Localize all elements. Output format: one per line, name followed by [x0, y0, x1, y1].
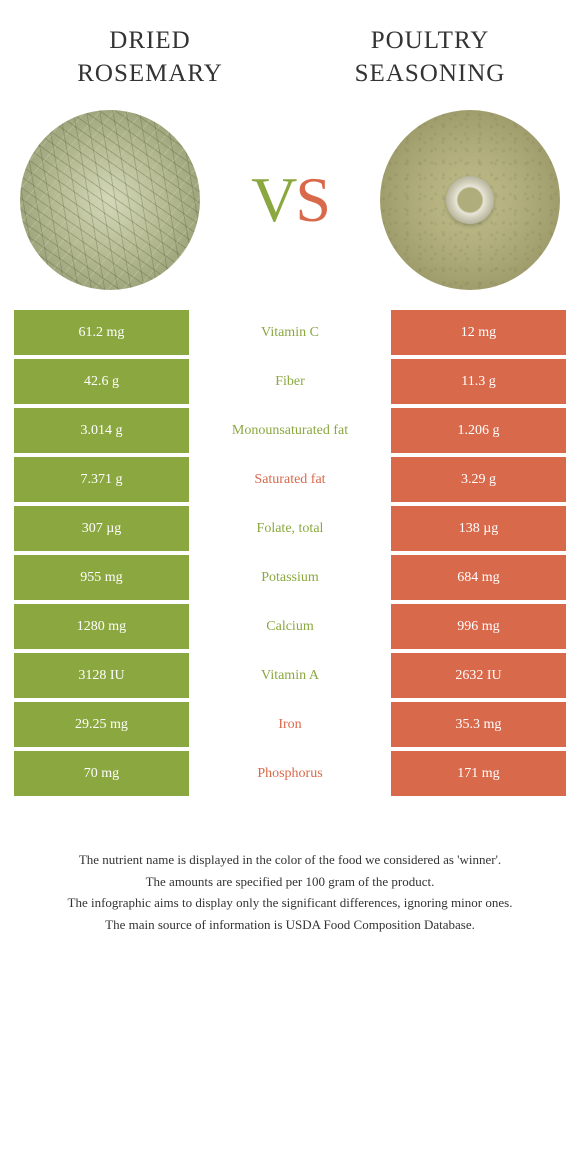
table-row: 42.6 gFiber11.3 g	[14, 359, 566, 404]
cell-left-value: 7.371 g	[14, 457, 189, 502]
title-right: POULTRY SEASONING	[290, 25, 570, 90]
table-row: 61.2 mgVitamin C12 mg	[14, 310, 566, 355]
vs-label: VS	[251, 163, 329, 237]
table-row: 1280 mgCalcium996 mg	[14, 604, 566, 649]
table-row: 3.014 gMonounsaturated fat1.206 g	[14, 408, 566, 453]
cell-right-value: 12 mg	[391, 310, 566, 355]
cell-left-value: 70 mg	[14, 751, 189, 796]
cell-right-value: 684 mg	[391, 555, 566, 600]
table-row: 3128 IUVitamin A2632 IU	[14, 653, 566, 698]
cell-right-value: 11.3 g	[391, 359, 566, 404]
cell-nutrient-label: Saturated fat	[189, 457, 391, 502]
table-row: 955 mgPotassium684 mg	[14, 555, 566, 600]
cell-nutrient-label: Monounsaturated fat	[189, 408, 391, 453]
cell-left-value: 61.2 mg	[14, 310, 189, 355]
poultry-texture	[380, 110, 560, 290]
table-row: 7.371 gSaturated fat3.29 g	[14, 457, 566, 502]
cell-left-value: 42.6 g	[14, 359, 189, 404]
cell-nutrient-label: Folate, total	[189, 506, 391, 551]
cell-nutrient-label: Potassium	[189, 555, 391, 600]
rosemary-texture	[20, 110, 200, 290]
cell-left-value: 1280 mg	[14, 604, 189, 649]
cell-nutrient-label: Phosphorus	[189, 751, 391, 796]
footer-line3: The infographic aims to display only the…	[30, 893, 550, 913]
cell-nutrient-label: Vitamin C	[189, 310, 391, 355]
cell-left-value: 3.014 g	[14, 408, 189, 453]
header-left: DRIED ROSEMARY	[10, 25, 290, 90]
footer-line4: The main source of information is USDA F…	[30, 915, 550, 935]
cell-nutrient-label: Fiber	[189, 359, 391, 404]
cell-right-value: 1.206 g	[391, 408, 566, 453]
cell-right-value: 996 mg	[391, 604, 566, 649]
food-image-right	[380, 110, 560, 290]
cell-left-value: 955 mg	[14, 555, 189, 600]
cell-left-value: 3128 IU	[14, 653, 189, 698]
cell-right-value: 138 µg	[391, 506, 566, 551]
table-row: 70 mgPhosphorus171 mg	[14, 751, 566, 796]
header: DRIED ROSEMARY POULTRY SEASONING	[0, 0, 580, 100]
table-row: 29.25 mgIron35.3 mg	[14, 702, 566, 747]
images-row: VS	[0, 100, 580, 310]
title-right-line1: POULTRY	[371, 27, 490, 54]
vs-s: S	[295, 164, 329, 235]
title-left-line2: ROSEMARY	[77, 60, 223, 87]
footer: The nutrient name is displayed in the co…	[0, 800, 580, 956]
cell-left-value: 307 µg	[14, 506, 189, 551]
cell-right-value: 35.3 mg	[391, 702, 566, 747]
footer-line1: The nutrient name is displayed in the co…	[30, 850, 550, 870]
title-left-line1: DRIED	[109, 27, 190, 54]
food-image-left	[20, 110, 200, 290]
cell-right-value: 171 mg	[391, 751, 566, 796]
title-left: DRIED ROSEMARY	[10, 25, 290, 90]
cell-nutrient-label: Iron	[189, 702, 391, 747]
cell-right-value: 2632 IU	[391, 653, 566, 698]
cell-left-value: 29.25 mg	[14, 702, 189, 747]
comparison-table: 61.2 mgVitamin C12 mg42.6 gFiber11.3 g3.…	[14, 310, 566, 796]
vs-v: V	[251, 164, 295, 235]
cell-nutrient-label: Calcium	[189, 604, 391, 649]
bowl-icon	[446, 176, 494, 224]
table-row: 307 µgFolate, total138 µg	[14, 506, 566, 551]
footer-line2: The amounts are specified per 100 gram o…	[30, 872, 550, 892]
cell-right-value: 3.29 g	[391, 457, 566, 502]
title-right-line2: SEASONING	[355, 60, 506, 87]
header-right: POULTRY SEASONING	[290, 25, 570, 90]
cell-nutrient-label: Vitamin A	[189, 653, 391, 698]
